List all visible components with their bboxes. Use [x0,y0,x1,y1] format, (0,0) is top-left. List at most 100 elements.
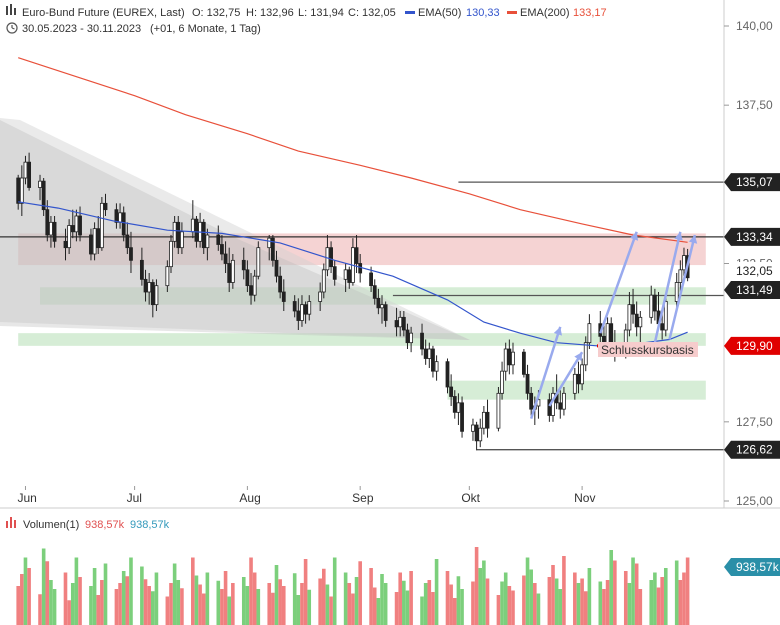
candle-body-up [562,392,566,410]
candle-body-up [180,231,184,249]
candle [558,390,563,419]
candle [383,301,388,327]
candle-body-down [296,310,301,321]
price-badge-shape-135,07 [724,173,780,192]
candle [332,260,337,286]
volume-bar [281,586,286,625]
trend-arrows [529,231,698,420]
candle-body-down [347,269,352,283]
trend-arrow-shaft [548,351,584,407]
candle-body-down [420,332,424,350]
volume-bar [503,572,508,625]
candle [321,263,326,299]
volume-bar [449,584,453,625]
volume-bar [241,577,246,625]
price-badge-shape-126,62 [724,440,780,459]
candle [434,355,439,381]
candle [521,349,526,378]
candle-body-down [521,351,526,375]
volume-bar [398,572,403,625]
candle [23,155,28,185]
volume-bar [103,563,108,625]
x-tick-Jun: Jun [17,491,36,505]
trend-arrow [599,231,639,334]
candle-body-down [507,348,512,366]
volume-bar [329,596,333,625]
candle [96,216,101,254]
volume-bar [201,593,206,625]
volume-bar [405,590,410,625]
candle [230,254,235,289]
volume-bar [434,559,439,625]
volume-bar [383,583,388,625]
candle [176,216,181,254]
candle [201,219,206,254]
candle-body-up [409,332,414,344]
candle [674,273,679,308]
candle [452,390,457,419]
candle [678,260,683,292]
volume-bar [354,577,359,625]
price-badge-131,49: 131,49 [724,281,780,299]
volume-bar [500,581,504,625]
candle [547,393,552,422]
volume-bar [63,572,68,625]
candle [267,235,272,261]
candle [572,368,577,400]
volume-bar [318,578,322,625]
volume-bar [445,571,450,625]
volume-bar [525,557,530,625]
trend-arrow-head [629,231,639,241]
candle [372,279,377,305]
candle [481,406,486,435]
candle-body-down [547,399,552,416]
candle [460,396,464,438]
candle [165,260,170,292]
candle [74,209,79,242]
candle [583,336,588,372]
volume-bar [227,596,232,625]
price-badge-133,34: 133,34 [724,227,780,246]
candle-body-down [449,386,454,397]
volume-bar [507,586,512,625]
volume-bar [78,577,82,625]
volume-bar [303,559,308,625]
candle [587,314,592,349]
date-range: 30.05.2023 - 30.11.2023 [22,23,141,35]
candle [580,358,585,391]
volume-bar [369,568,373,625]
candle-body-up [300,304,304,321]
candle [423,339,428,365]
candle-body-up [165,266,170,287]
volume-bar [249,557,253,625]
price-badge-shape-131,49 [724,281,780,299]
volume-bar [402,580,406,625]
volume-bar [154,572,159,625]
candle [380,295,384,324]
candle-body-down [89,234,93,255]
candle-body-up [511,351,515,366]
candle [401,311,406,337]
candle-body-up [252,275,257,296]
candle [449,374,454,406]
candle-body-down [227,263,232,283]
candle-body-up [318,291,323,302]
volume-bar [613,560,617,625]
candle [409,326,414,353]
trend-arrow [653,231,683,343]
volume-bar [511,590,515,625]
ohlc-open: O: 132,75 [192,7,240,19]
candle [67,219,72,254]
candle-body-down [634,313,639,328]
volume-bar [496,595,501,625]
volume-bar [125,576,130,625]
candle [376,288,381,315]
candle-body-up [649,294,654,318]
price-badge-129,90: 129,90 [724,336,780,355]
candle [227,247,232,292]
chart-type-icon[interactable] [6,4,16,15]
wedge-lower [0,120,470,340]
volume-bar [151,591,155,625]
candle-body-up [147,282,152,293]
ema200-label: EMA(200) [520,7,570,19]
